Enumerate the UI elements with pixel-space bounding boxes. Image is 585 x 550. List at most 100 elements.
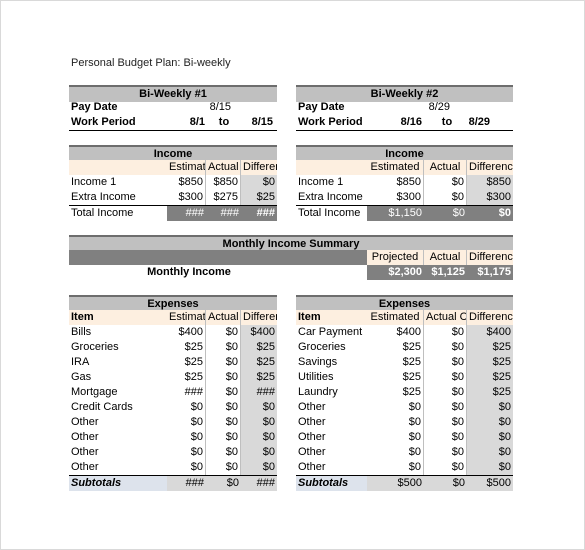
table-row: Bills $400 $0 $400 (69, 325, 277, 340)
difference-value: $25 (467, 340, 513, 355)
estimated-value[interactable]: $400 (367, 325, 424, 340)
actual-value[interactable]: $0 (424, 400, 467, 415)
estimated-value[interactable]: $0 (367, 460, 424, 475)
total-actual: ### (206, 206, 241, 221)
actual-value[interactable]: $0 (206, 445, 241, 460)
income-1-header: Income (69, 145, 277, 162)
expenses-2-header: Expenses (296, 295, 513, 312)
work-period-row: Work Period 8/16 to 8/29 (296, 115, 513, 131)
biweekly-2-block: Bi-Weekly #2 Pay Date 8/29 Work Period 8… (296, 85, 513, 131)
monthly-actual: $1,125 (424, 265, 467, 280)
estimated-value[interactable]: $0 (167, 445, 206, 460)
blank-header-cell (296, 160, 367, 175)
estimated-value[interactable]: $850 (367, 175, 424, 190)
actual-value[interactable]: $0 (424, 460, 467, 475)
table-row: IRA $25 $0 $25 (69, 355, 277, 370)
estimated-value[interactable]: $25 (167, 370, 206, 385)
actual-value[interactable]: $0 (424, 190, 467, 205)
expenses-2-table: Expenses Item Estimated Actual C Differe… (296, 295, 513, 491)
income-1-table: Income Estimat Actual Difference Income … (69, 145, 277, 221)
estimated-value[interactable]: $850 (167, 175, 206, 190)
subtotal-row: Subtotals ### $0 ### (69, 475, 277, 491)
estimated-value[interactable]: $25 (167, 355, 206, 370)
estimated-value[interactable]: $25 (367, 340, 424, 355)
actual-value[interactable]: $0 (424, 415, 467, 430)
actual-value[interactable]: $0 (206, 340, 241, 355)
actual-value[interactable]: $0 (424, 385, 467, 400)
estimated-value[interactable]: ### (167, 385, 206, 400)
table-row: Groceries $25 $0 $25 (69, 340, 277, 355)
table-row: Other $0 $0 $0 (296, 415, 513, 430)
difference-value: ### (241, 385, 277, 400)
actual-value[interactable]: $0 (424, 175, 467, 190)
col-actual: Actual (206, 160, 241, 175)
estimated-value[interactable]: $0 (367, 445, 424, 460)
item-label: Other (71, 446, 99, 458)
table-row: Utilities $25 $0 $25 (296, 370, 513, 385)
difference-value: $0 (467, 445, 513, 460)
actual-value[interactable]: $275 (206, 190, 241, 205)
difference-value: $25 (241, 190, 277, 205)
estimated-value[interactable]: $0 (367, 415, 424, 430)
actual-value[interactable]: $0 (206, 460, 241, 475)
pay-date-value[interactable]: 8/15 (209, 101, 231, 113)
subtotal-estimated: ### (167, 476, 206, 491)
actual-value[interactable]: $0 (424, 430, 467, 445)
estimated-value[interactable]: $25 (367, 370, 424, 385)
table-row: Income 1 $850 $0 $850 (296, 175, 513, 190)
col-difference: Difference (467, 250, 513, 265)
actual-value[interactable]: $0 (424, 325, 467, 340)
estimated-value[interactable]: $25 (367, 385, 424, 400)
actual-value[interactable]: $0 (206, 430, 241, 445)
actual-value[interactable]: $850 (206, 175, 241, 190)
estimated-value[interactable]: $0 (167, 460, 206, 475)
work-period-to-label: to (218, 116, 230, 128)
total-difference: ### (241, 206, 277, 221)
estimated-value[interactable]: $0 (367, 400, 424, 415)
work-period-to[interactable]: 8/29 (468, 116, 490, 128)
table-row: Groceries $25 $0 $25 (296, 340, 513, 355)
actual-value[interactable]: $0 (206, 400, 241, 415)
pay-date-value[interactable]: 8/29 (428, 101, 450, 113)
work-period-from[interactable]: 8/1 (189, 116, 205, 128)
item-label: Bills (71, 326, 92, 338)
monthly-summary-table: Monthly Income Summary Projected Actual … (69, 235, 513, 281)
col-actual: Actual (206, 310, 241, 325)
estimated-value[interactable]: $0 (167, 415, 206, 430)
row-label: Income 1 (71, 176, 117, 188)
actual-value[interactable]: $0 (206, 370, 241, 385)
estimated-value[interactable]: $25 (167, 340, 206, 355)
estimated-value[interactable]: $25 (367, 355, 424, 370)
total-difference: $0 (467, 206, 513, 221)
table-row: Other $0 $0 $0 (296, 430, 513, 445)
difference-value: $0 (467, 460, 513, 475)
work-period-to[interactable]: 8/15 (251, 116, 273, 128)
actual-value[interactable]: $0 (424, 355, 467, 370)
actual-value[interactable]: $0 (206, 325, 241, 340)
estimated-value[interactable]: $400 (167, 325, 206, 340)
actual-value[interactable]: $0 (424, 445, 467, 460)
actual-value[interactable]: $0 (206, 385, 241, 400)
work-period-from[interactable]: 8/16 (400, 116, 422, 128)
estimated-value[interactable]: $0 (367, 430, 424, 445)
income-2-col-headers: Estimated Actual Difference (296, 160, 513, 175)
col-estimated: Estimated (367, 310, 424, 325)
difference-value: $0 (241, 415, 277, 430)
difference-value: $25 (241, 340, 277, 355)
actual-value[interactable]: $0 (424, 340, 467, 355)
estimated-value[interactable]: $300 (167, 190, 206, 205)
estimated-value[interactable]: $300 (367, 190, 424, 205)
work-period-to-label: to (441, 116, 453, 128)
actual-value[interactable]: $0 (206, 355, 241, 370)
table-row: Extra Income $300 $275 $25 (69, 190, 277, 205)
actual-value[interactable]: $0 (206, 415, 241, 430)
biweekly-1-header: Bi-Weekly #1 (69, 85, 277, 102)
pay-date-label: Pay Date (298, 101, 345, 113)
actual-value[interactable]: $0 (424, 370, 467, 385)
item-label: Laundry (298, 386, 338, 398)
estimated-value[interactable]: $0 (167, 400, 206, 415)
estimated-value[interactable]: $0 (167, 430, 206, 445)
item-label: Car Payment (298, 326, 363, 338)
item-label: Groceries (71, 341, 119, 353)
subtotal-row: Subtotals $500 $0 $500 (296, 475, 513, 491)
